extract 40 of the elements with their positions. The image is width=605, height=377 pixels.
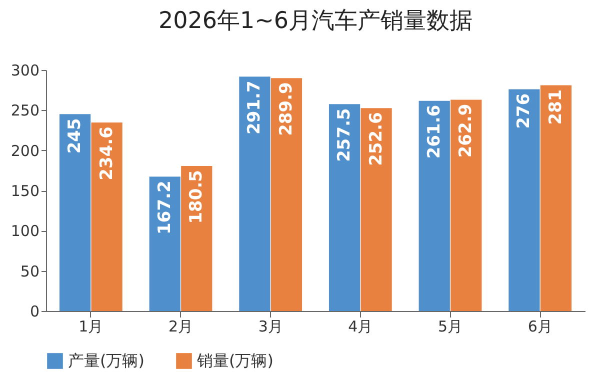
x-tick-label: 1月 xyxy=(78,318,104,336)
x-tick-label: 2月 xyxy=(168,318,194,336)
bar xyxy=(360,108,392,311)
bar xyxy=(450,100,482,311)
y-tick-label: 250 xyxy=(10,102,40,120)
chart-title: 2026年1~6月汽车产销量数据 xyxy=(158,8,473,34)
data-label: 261.6 xyxy=(424,104,444,159)
data-label: 262.9 xyxy=(456,104,476,158)
bar xyxy=(181,166,212,311)
bar xyxy=(418,100,450,311)
legend-label: 产量(万辆) xyxy=(68,351,144,370)
bar xyxy=(508,89,540,311)
x-tick-label: 6月 xyxy=(528,318,552,336)
bar xyxy=(149,176,180,311)
y-tick-label: 0 xyxy=(30,302,40,320)
legend-label: 销量(万辆) xyxy=(196,351,274,370)
data-label: 257.5 xyxy=(334,108,355,162)
x-tick-label: 5月 xyxy=(438,318,463,336)
bar xyxy=(239,76,270,311)
data-label: 167.2 xyxy=(154,180,175,234)
bar xyxy=(270,78,302,311)
x-tick-label: 4月 xyxy=(348,318,373,336)
bar xyxy=(328,104,360,311)
data-label: 180.5 xyxy=(186,170,207,224)
data-label: 281 xyxy=(546,89,566,125)
bar xyxy=(59,114,91,311)
x-tick-label: 3月 xyxy=(258,318,283,336)
data-label: 289.9 xyxy=(276,82,296,136)
bar xyxy=(540,85,572,311)
y-tick-label: 200 xyxy=(10,142,40,160)
data-label: 252.6 xyxy=(366,112,386,166)
bar xyxy=(91,122,122,311)
data-label: 234.6 xyxy=(96,126,117,180)
y-tick-label: 100 xyxy=(10,222,40,240)
y-tick-label: 50 xyxy=(20,262,40,280)
data-label: 291.7 xyxy=(244,80,265,134)
data-label: 276 xyxy=(514,93,534,129)
y-tick-label: 150 xyxy=(10,182,40,200)
y-tick-label: 300 xyxy=(10,62,40,80)
data-label: 245 xyxy=(65,118,86,154)
